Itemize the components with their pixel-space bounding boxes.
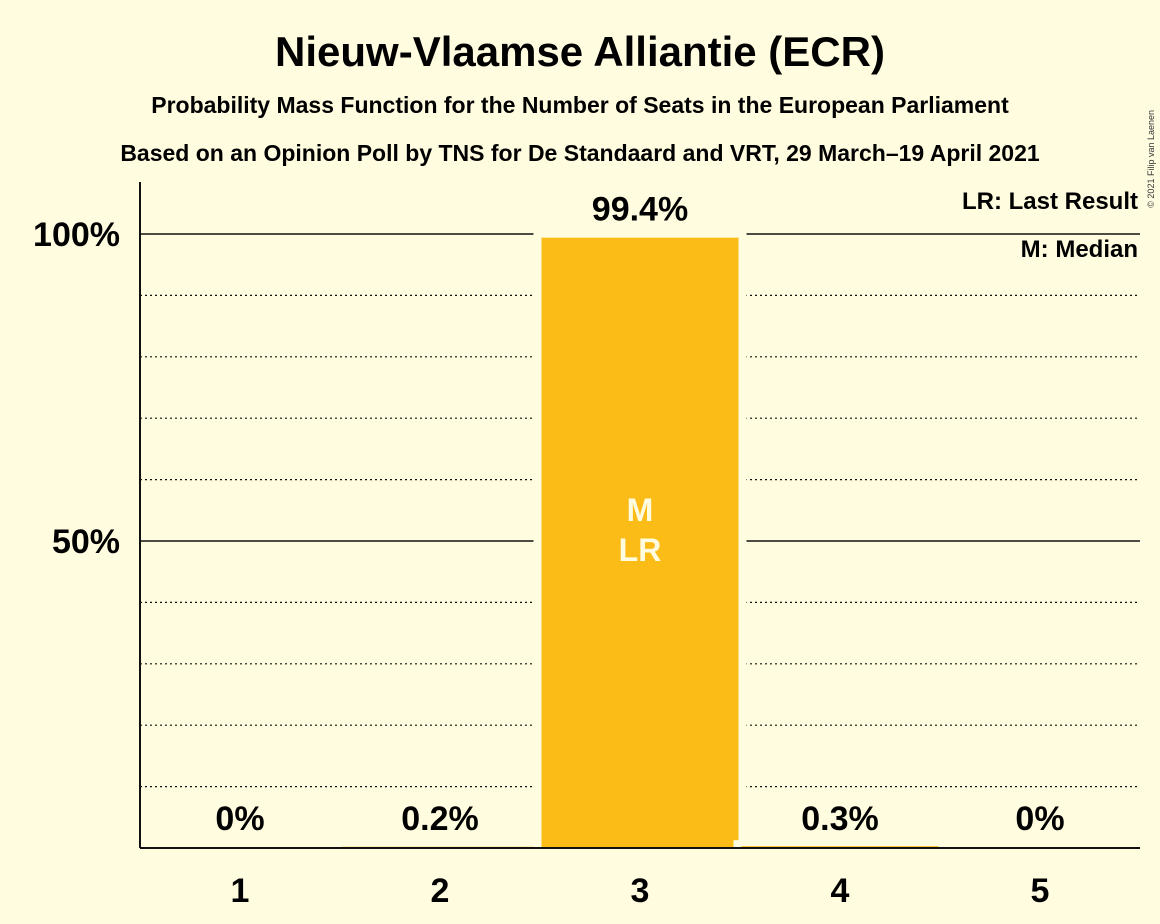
chart-subtitle-source: Based on an Opinion Poll by TNS for De S… xyxy=(120,140,1040,166)
y-tick-label: 100% xyxy=(33,216,120,254)
chart-title: Nieuw-Vlaamse Alliantie (ECR) xyxy=(275,28,885,75)
bar-background xyxy=(733,840,947,848)
x-tick-labels: 1 2 3 4 5 xyxy=(231,872,1050,910)
x-tick-label: 1 xyxy=(231,872,250,910)
y-tick-labels: 50% 100% xyxy=(33,216,120,561)
chart-subtitle: Probability Mass Function for the Number… xyxy=(151,92,1009,118)
bars xyxy=(333,231,947,848)
bar xyxy=(541,237,739,848)
x-tick-label: 4 xyxy=(831,872,850,910)
legend-median: M: Median xyxy=(1021,236,1138,263)
y-tick-label: 50% xyxy=(52,523,120,561)
x-tick-label: 5 xyxy=(1031,872,1050,910)
last-result-marker: LR xyxy=(619,532,662,568)
legend-last-result: LR: Last Result xyxy=(962,188,1138,215)
copyright-credit: © 2021 Filip van Laenen xyxy=(1146,110,1156,208)
x-tick-label: 2 xyxy=(431,872,450,910)
median-marker: M xyxy=(627,492,654,528)
value-label: 99.4% xyxy=(592,191,688,229)
value-label: 0.3% xyxy=(801,800,879,838)
bar-background xyxy=(333,840,547,848)
x-tick-label: 3 xyxy=(631,872,650,910)
value-label: 0% xyxy=(1015,800,1064,838)
value-label: 0.2% xyxy=(401,800,479,838)
value-labels: 0% 0.2% 99.4% M LR 0.3% 0% xyxy=(215,191,1064,838)
axes xyxy=(139,182,1140,849)
value-label: 0% xyxy=(215,800,264,838)
